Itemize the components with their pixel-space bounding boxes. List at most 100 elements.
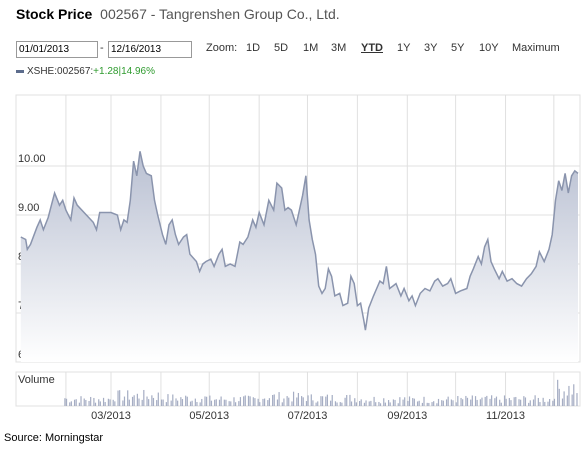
volume-bar bbox=[292, 391, 295, 406]
volume-bar bbox=[315, 402, 317, 406]
legend-swatch bbox=[16, 69, 24, 73]
volume-bar bbox=[470, 399, 472, 406]
volume-bar bbox=[457, 396, 459, 406]
end-date-input[interactable]: 12/16/2013 bbox=[108, 41, 192, 58]
zoom-3y[interactable]: 3Y bbox=[424, 42, 438, 54]
volume-bar bbox=[515, 396, 517, 406]
volume-bar bbox=[223, 399, 225, 406]
volume-bar bbox=[138, 398, 140, 406]
volume-bar bbox=[307, 395, 309, 406]
volume-bar bbox=[486, 395, 488, 406]
x-tick-label: 03/2013 bbox=[91, 410, 131, 422]
volume-bar bbox=[249, 396, 251, 406]
volume-bar bbox=[233, 397, 235, 406]
volume-bar bbox=[339, 402, 341, 406]
volume-bar bbox=[539, 402, 541, 406]
volume-bar bbox=[407, 400, 409, 406]
volume-bar bbox=[225, 399, 227, 406]
volume-bar bbox=[373, 396, 375, 406]
volume-bar bbox=[191, 400, 193, 406]
volume-bar bbox=[489, 398, 491, 406]
date-separator: - bbox=[100, 42, 104, 54]
volume-bar bbox=[532, 399, 535, 406]
volume-bar bbox=[505, 398, 507, 406]
volume-bar bbox=[416, 401, 419, 406]
volume-bar bbox=[387, 400, 390, 406]
volume-bar bbox=[148, 399, 150, 406]
volume-bar bbox=[305, 401, 308, 406]
volume-bar bbox=[99, 401, 101, 406]
volume-bar bbox=[344, 397, 346, 406]
volume-bar bbox=[69, 402, 71, 406]
volume-bar bbox=[520, 399, 522, 406]
volume-bar bbox=[136, 393, 138, 406]
volume-bar bbox=[484, 396, 486, 406]
volume-bar bbox=[160, 399, 163, 406]
volume-bar bbox=[341, 402, 343, 406]
volume-bar bbox=[465, 395, 467, 406]
volume-bar bbox=[230, 401, 232, 406]
volume-bar bbox=[563, 391, 565, 406]
volume-bar bbox=[220, 396, 222, 406]
volume-bar bbox=[392, 399, 395, 406]
volume-bar bbox=[215, 399, 217, 406]
volume-bar bbox=[547, 401, 549, 406]
volume-bar bbox=[471, 395, 473, 406]
volume-bar bbox=[98, 399, 100, 406]
volume-bar bbox=[157, 392, 159, 406]
volume-bar bbox=[476, 399, 478, 406]
volume-bar bbox=[268, 398, 271, 406]
volume-bar bbox=[558, 388, 560, 406]
volume-bar bbox=[109, 399, 111, 406]
zoom-1m[interactable]: 1M bbox=[303, 42, 319, 54]
volume-bar bbox=[503, 395, 506, 406]
volume-bar bbox=[286, 396, 288, 406]
volume-bar bbox=[346, 394, 348, 406]
volume-bar bbox=[500, 402, 502, 406]
volume-panel: Volume bbox=[15, 371, 581, 407]
volume-bar bbox=[510, 400, 512, 406]
volume-bar bbox=[330, 400, 332, 406]
volume-bar bbox=[378, 401, 380, 406]
volume-bar bbox=[513, 397, 515, 406]
volume-bar bbox=[112, 399, 114, 406]
volume-bar bbox=[73, 399, 76, 406]
zoom-5y[interactable]: 5Y bbox=[451, 42, 465, 54]
volume-bar bbox=[128, 399, 130, 406]
volume-bar bbox=[360, 399, 362, 406]
volume-bar bbox=[291, 401, 293, 406]
volume-bar bbox=[85, 399, 87, 406]
zoom-5d[interactable]: 5D bbox=[274, 42, 289, 54]
volume-bar bbox=[537, 397, 539, 406]
volume-bar bbox=[83, 398, 85, 406]
volume-bar bbox=[131, 396, 134, 406]
volume-bar bbox=[189, 401, 192, 406]
zoom-maximum[interactable]: Maximum bbox=[512, 42, 560, 54]
zoom-3m[interactable]: 3M bbox=[331, 42, 347, 54]
volume-bar bbox=[481, 397, 483, 406]
volume-bar bbox=[436, 403, 438, 406]
volume-bar bbox=[418, 400, 420, 406]
volume-bar bbox=[263, 398, 266, 406]
volume-bar bbox=[549, 399, 551, 406]
volume-bar bbox=[394, 399, 396, 406]
zoom-10y[interactable]: 10Y bbox=[479, 42, 499, 54]
volume-bar bbox=[495, 396, 498, 406]
zoom-1y[interactable]: 1Y bbox=[397, 42, 411, 54]
volume-bar bbox=[528, 402, 530, 406]
volume-bar bbox=[542, 397, 544, 406]
volume-bar bbox=[312, 400, 314, 406]
volume-bar bbox=[561, 398, 564, 406]
volume-bar bbox=[209, 395, 211, 406]
start-date-input[interactable]: 01/01/2013 bbox=[16, 41, 98, 58]
zoom-1d[interactable]: 1D bbox=[246, 42, 261, 54]
volume-bar bbox=[123, 396, 126, 406]
zoom-ytd[interactable]: YTD bbox=[361, 42, 383, 54]
volume-bar bbox=[479, 399, 481, 406]
volume-bar bbox=[88, 400, 90, 406]
volume-bar bbox=[146, 396, 148, 406]
volume-bar bbox=[494, 398, 496, 406]
volume-bar bbox=[117, 390, 119, 406]
volume-bar bbox=[267, 400, 269, 406]
